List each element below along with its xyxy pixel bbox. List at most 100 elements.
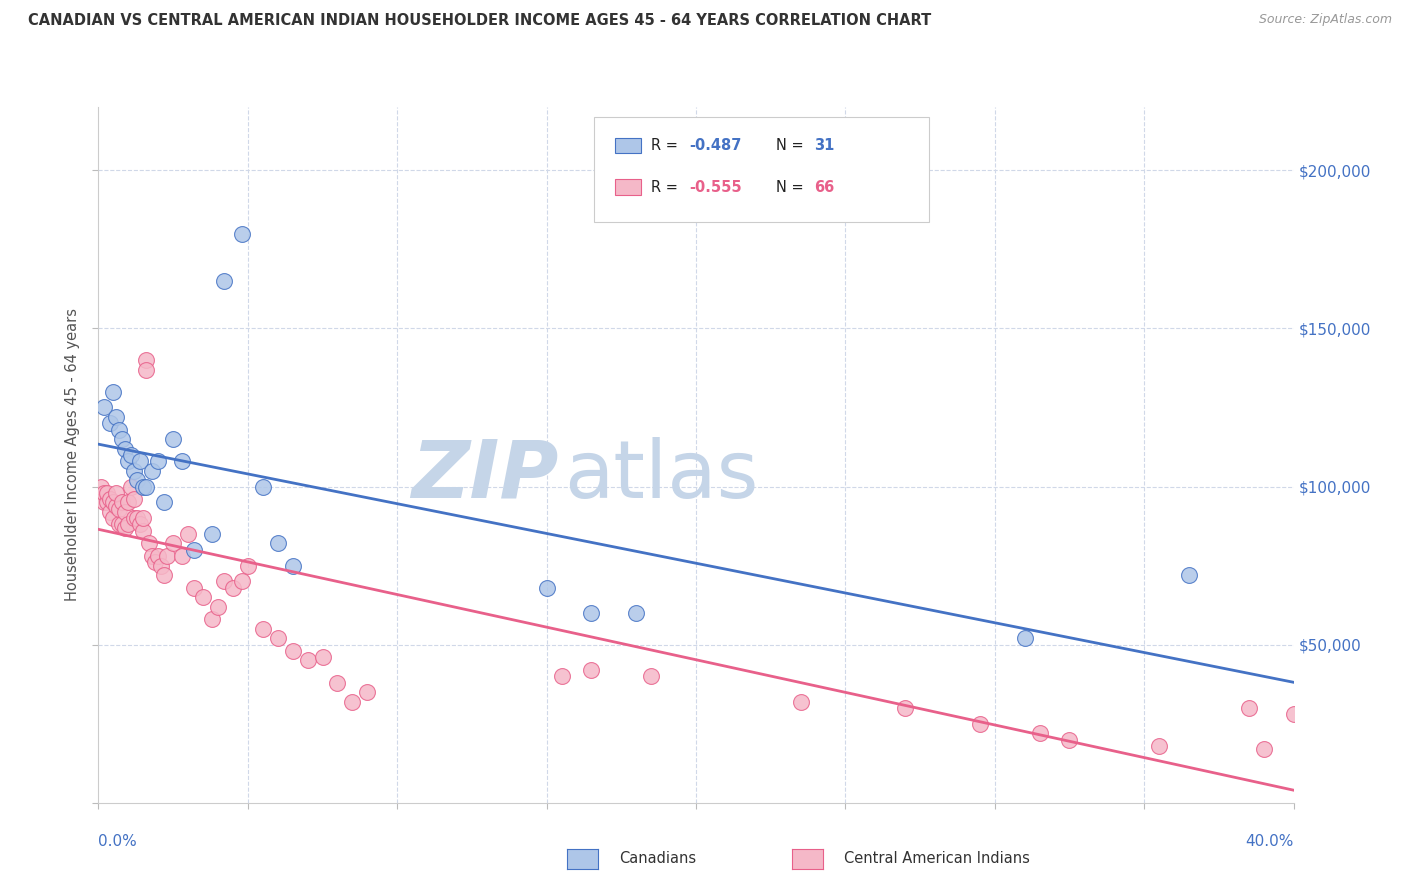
Point <box>1237 701 1260 715</box>
Text: CANADIAN VS CENTRAL AMERICAN INDIAN HOUSEHOLDER INCOME AGES 45 - 64 YEARS CORREL: CANADIAN VS CENTRAL AMERICAN INDIAN HOUS… <box>28 13 931 29</box>
Point <box>183 542 205 557</box>
FancyBboxPatch shape <box>595 118 929 222</box>
Text: 40.0%: 40.0% <box>1246 834 1294 849</box>
Point <box>96 495 118 509</box>
Point <box>201 612 224 626</box>
Point <box>201 527 224 541</box>
Point <box>172 454 194 468</box>
Point <box>105 499 128 513</box>
Point <box>153 568 176 582</box>
Point <box>252 622 274 636</box>
Text: N =: N = <box>776 179 808 194</box>
Point <box>1059 732 1081 747</box>
Point <box>135 479 157 493</box>
Point <box>117 495 139 509</box>
Text: 0.0%: 0.0% <box>98 834 138 849</box>
Point <box>117 517 139 532</box>
Point <box>177 527 200 541</box>
Point <box>1147 739 1170 753</box>
Point <box>191 591 214 605</box>
Point <box>212 574 235 589</box>
Text: atlas: atlas <box>565 437 759 515</box>
Point <box>111 495 134 509</box>
Point <box>132 479 155 493</box>
Point <box>550 669 572 683</box>
Point <box>135 362 157 376</box>
Point <box>143 556 166 570</box>
Point <box>231 574 253 589</box>
Point <box>536 581 558 595</box>
Point <box>326 675 349 690</box>
Point <box>117 454 139 468</box>
Point <box>581 663 603 677</box>
Point <box>162 536 184 550</box>
Point <box>156 549 179 563</box>
Point <box>120 448 142 462</box>
Point <box>252 479 274 493</box>
Text: ZIP: ZIP <box>411 437 558 515</box>
Text: -0.555: -0.555 <box>689 179 741 194</box>
Point <box>124 492 146 507</box>
Point <box>103 384 125 399</box>
Point <box>236 558 259 573</box>
Point <box>1028 726 1050 740</box>
Point <box>124 511 146 525</box>
Point <box>108 517 131 532</box>
Point <box>129 517 152 532</box>
Point <box>129 454 152 468</box>
Point <box>894 701 917 715</box>
Point <box>311 650 333 665</box>
Y-axis label: Householder Income Ages 45 - 64 years: Householder Income Ages 45 - 64 years <box>65 309 80 601</box>
Point <box>297 653 319 667</box>
Point <box>105 486 128 500</box>
Point <box>789 695 811 709</box>
Text: 66: 66 <box>814 179 835 194</box>
Point <box>148 549 170 563</box>
Point <box>153 495 176 509</box>
Point <box>281 644 304 658</box>
FancyBboxPatch shape <box>614 179 641 194</box>
Point <box>138 536 160 550</box>
Point <box>93 495 115 509</box>
Point <box>581 606 603 620</box>
Point <box>172 549 194 563</box>
Point <box>1178 568 1201 582</box>
Point <box>103 511 125 525</box>
Point <box>135 353 157 368</box>
Point <box>111 432 134 446</box>
Text: Source: ZipAtlas.com: Source: ZipAtlas.com <box>1258 13 1392 27</box>
Point <box>969 716 991 731</box>
Point <box>1282 707 1305 722</box>
Point <box>120 479 142 493</box>
Point <box>96 486 118 500</box>
Point <box>212 274 235 288</box>
Point <box>114 505 136 519</box>
Point <box>108 423 131 437</box>
FancyBboxPatch shape <box>614 137 641 153</box>
Point <box>105 409 128 424</box>
Point <box>231 227 253 241</box>
Point <box>1014 632 1036 646</box>
Point <box>124 464 146 478</box>
Point <box>93 486 115 500</box>
Point <box>100 417 122 431</box>
Point <box>111 517 134 532</box>
Point <box>103 495 125 509</box>
Text: 31: 31 <box>814 137 835 153</box>
Point <box>640 669 662 683</box>
Point <box>93 401 115 415</box>
Point <box>108 501 131 516</box>
Point <box>281 558 304 573</box>
Point <box>342 695 364 709</box>
Point <box>1253 742 1275 756</box>
Point <box>127 473 149 487</box>
Point <box>356 685 378 699</box>
Text: Canadians: Canadians <box>619 851 696 865</box>
Point <box>141 464 163 478</box>
Point <box>90 479 112 493</box>
Point <box>132 511 155 525</box>
Point <box>150 558 173 573</box>
Point <box>114 442 136 456</box>
Point <box>100 505 122 519</box>
Point <box>100 492 122 507</box>
